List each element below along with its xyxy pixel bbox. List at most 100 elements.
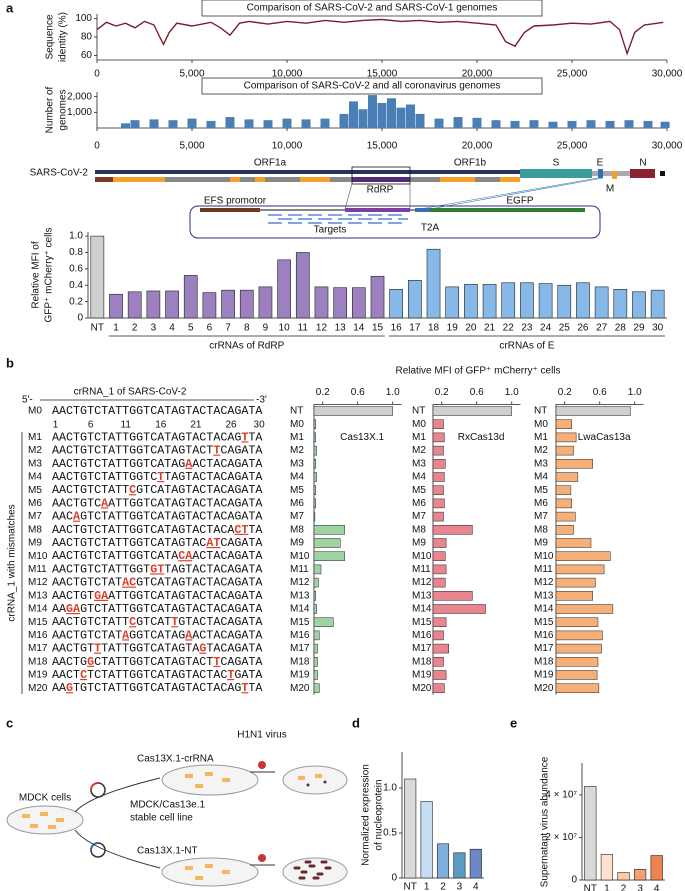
y-axis-label: Relative MFI of [31, 241, 42, 308]
x-tick-label: 10,000 [272, 69, 303, 80]
y-tick-label: M20 [290, 683, 310, 694]
x-tick-label: 2 [132, 323, 138, 334]
x-tick-label: 20 [465, 323, 477, 334]
step-label: MDCK cells [19, 793, 71, 804]
x-tick-label: 5,000 [179, 141, 204, 152]
bar [320, 118, 330, 128]
bar [282, 118, 292, 128]
sequence-part: AACTGTCTATTGGTCATAGTAC [52, 536, 206, 550]
x-tick-label: 6 [207, 323, 213, 334]
sequence-name: M9 [28, 538, 42, 549]
sequence-part: T [213, 444, 220, 458]
sequence-name: M19 [28, 670, 48, 681]
x-tick-label: NT [91, 323, 104, 334]
x-tick-label: 0.6 [351, 387, 365, 398]
sequence-name: M11 [28, 564, 47, 575]
y-tick-label: M13 [290, 590, 310, 601]
sequence-part: TAGTACTACAGATA [164, 562, 263, 576]
bar [600, 854, 614, 881]
y-tick-label: M14 [534, 604, 554, 615]
y-tick-label: M0 [290, 419, 304, 430]
bar [415, 113, 425, 128]
sequence-part: C [80, 668, 87, 682]
end-label: 5′- [22, 395, 33, 406]
position-label: 30 [254, 420, 266, 431]
line [96, 18, 664, 56]
y-tick-label: 2 × 10⁷ [545, 832, 577, 843]
x-tick-label: NT [584, 884, 597, 891]
bar [555, 406, 631, 416]
bar [313, 525, 345, 535]
y-tick-label: M15 [412, 617, 432, 628]
y-tick-label: 1.0 [69, 231, 83, 242]
bar [432, 630, 444, 641]
y-tick-label: 0 [391, 873, 397, 884]
y-tick-label: M11 [412, 564, 431, 575]
bar [426, 248, 441, 319]
sequence-part: ACTACAGATA [192, 457, 263, 471]
sequence: AACTGTCTATTGGTCATAGTACTACAGTTA [52, 430, 263, 444]
bar [263, 120, 273, 128]
end-label: -3′ [256, 395, 267, 406]
bar [313, 577, 319, 588]
chart-title: RxCas13d [458, 432, 505, 443]
y-tick-label: M11 [290, 564, 309, 575]
bar [555, 432, 577, 443]
bar [555, 419, 572, 429]
x-tick-label: 1.0 [505, 387, 519, 398]
y-tick-label: NT [412, 406, 425, 417]
bar [313, 564, 322, 575]
bar [432, 538, 447, 548]
y-tick-label: M1 [290, 432, 304, 443]
x-tick-label: 0 [94, 141, 100, 152]
x-tick-label: 1 [113, 323, 119, 334]
bar [555, 472, 579, 482]
y-tick-label: 0.4 [69, 280, 83, 291]
y-axis-label: Sequence [45, 14, 56, 59]
sequence-name: M10 [28, 551, 48, 562]
sequence-part: AACT [52, 668, 80, 682]
sequence-part: CA [178, 549, 193, 563]
x-tick-label: 10,000 [272, 141, 303, 152]
bar [313, 432, 316, 443]
y-tick-label: M7 [534, 511, 548, 522]
sequence: AACTGTCTATTGGTCATAGTACTACACTTA [52, 523, 263, 537]
y-tick-label: M6 [534, 498, 548, 509]
bar [555, 630, 603, 641]
sequence-part: GA [94, 589, 109, 603]
bar [277, 259, 291, 319]
sequence: AACTGTCTATTGGTCATAGTACTACAGATA [52, 404, 263, 418]
x-tick-label: 13 [335, 323, 347, 334]
position-label: 6 [88, 420, 94, 431]
sequence-name: M0 [28, 406, 42, 417]
bar [313, 657, 318, 667]
sequence-part: T [213, 655, 220, 669]
bar [313, 498, 316, 509]
gene-label: N [639, 158, 646, 169]
sequence-part: C [129, 615, 136, 629]
sequence-part: T [157, 470, 164, 484]
y-tick-label: M8 [290, 524, 304, 535]
sequence-part: GA [66, 602, 81, 616]
x-tick-label: 18 [428, 323, 440, 334]
bar [313, 406, 393, 416]
chart-title: Comparison of SARS-CoV-2 and all coronav… [244, 81, 501, 92]
bar [613, 289, 628, 319]
y-tick-label: M15 [534, 617, 554, 628]
bar [453, 117, 463, 128]
sequence-part: TGTCTATTGGTCATAGTACTACAG [73, 681, 241, 695]
bar [538, 283, 553, 319]
group-label: crRNAs of E [499, 341, 554, 352]
sequence: AACTGTTTATTGGTCATAGTAGTACAGATA [52, 642, 263, 656]
bar [146, 290, 161, 319]
position-label: 21 [190, 420, 202, 431]
y-tick-label: M10 [290, 551, 310, 562]
sequence-part: AAC [52, 510, 73, 524]
bar [127, 291, 142, 319]
bar [594, 286, 609, 319]
y-tick-label: 4 × 10⁷ [545, 790, 577, 801]
x-tick-label: 23 [521, 323, 533, 334]
bar [313, 604, 317, 614]
gene-label: ORF1a [254, 158, 287, 169]
